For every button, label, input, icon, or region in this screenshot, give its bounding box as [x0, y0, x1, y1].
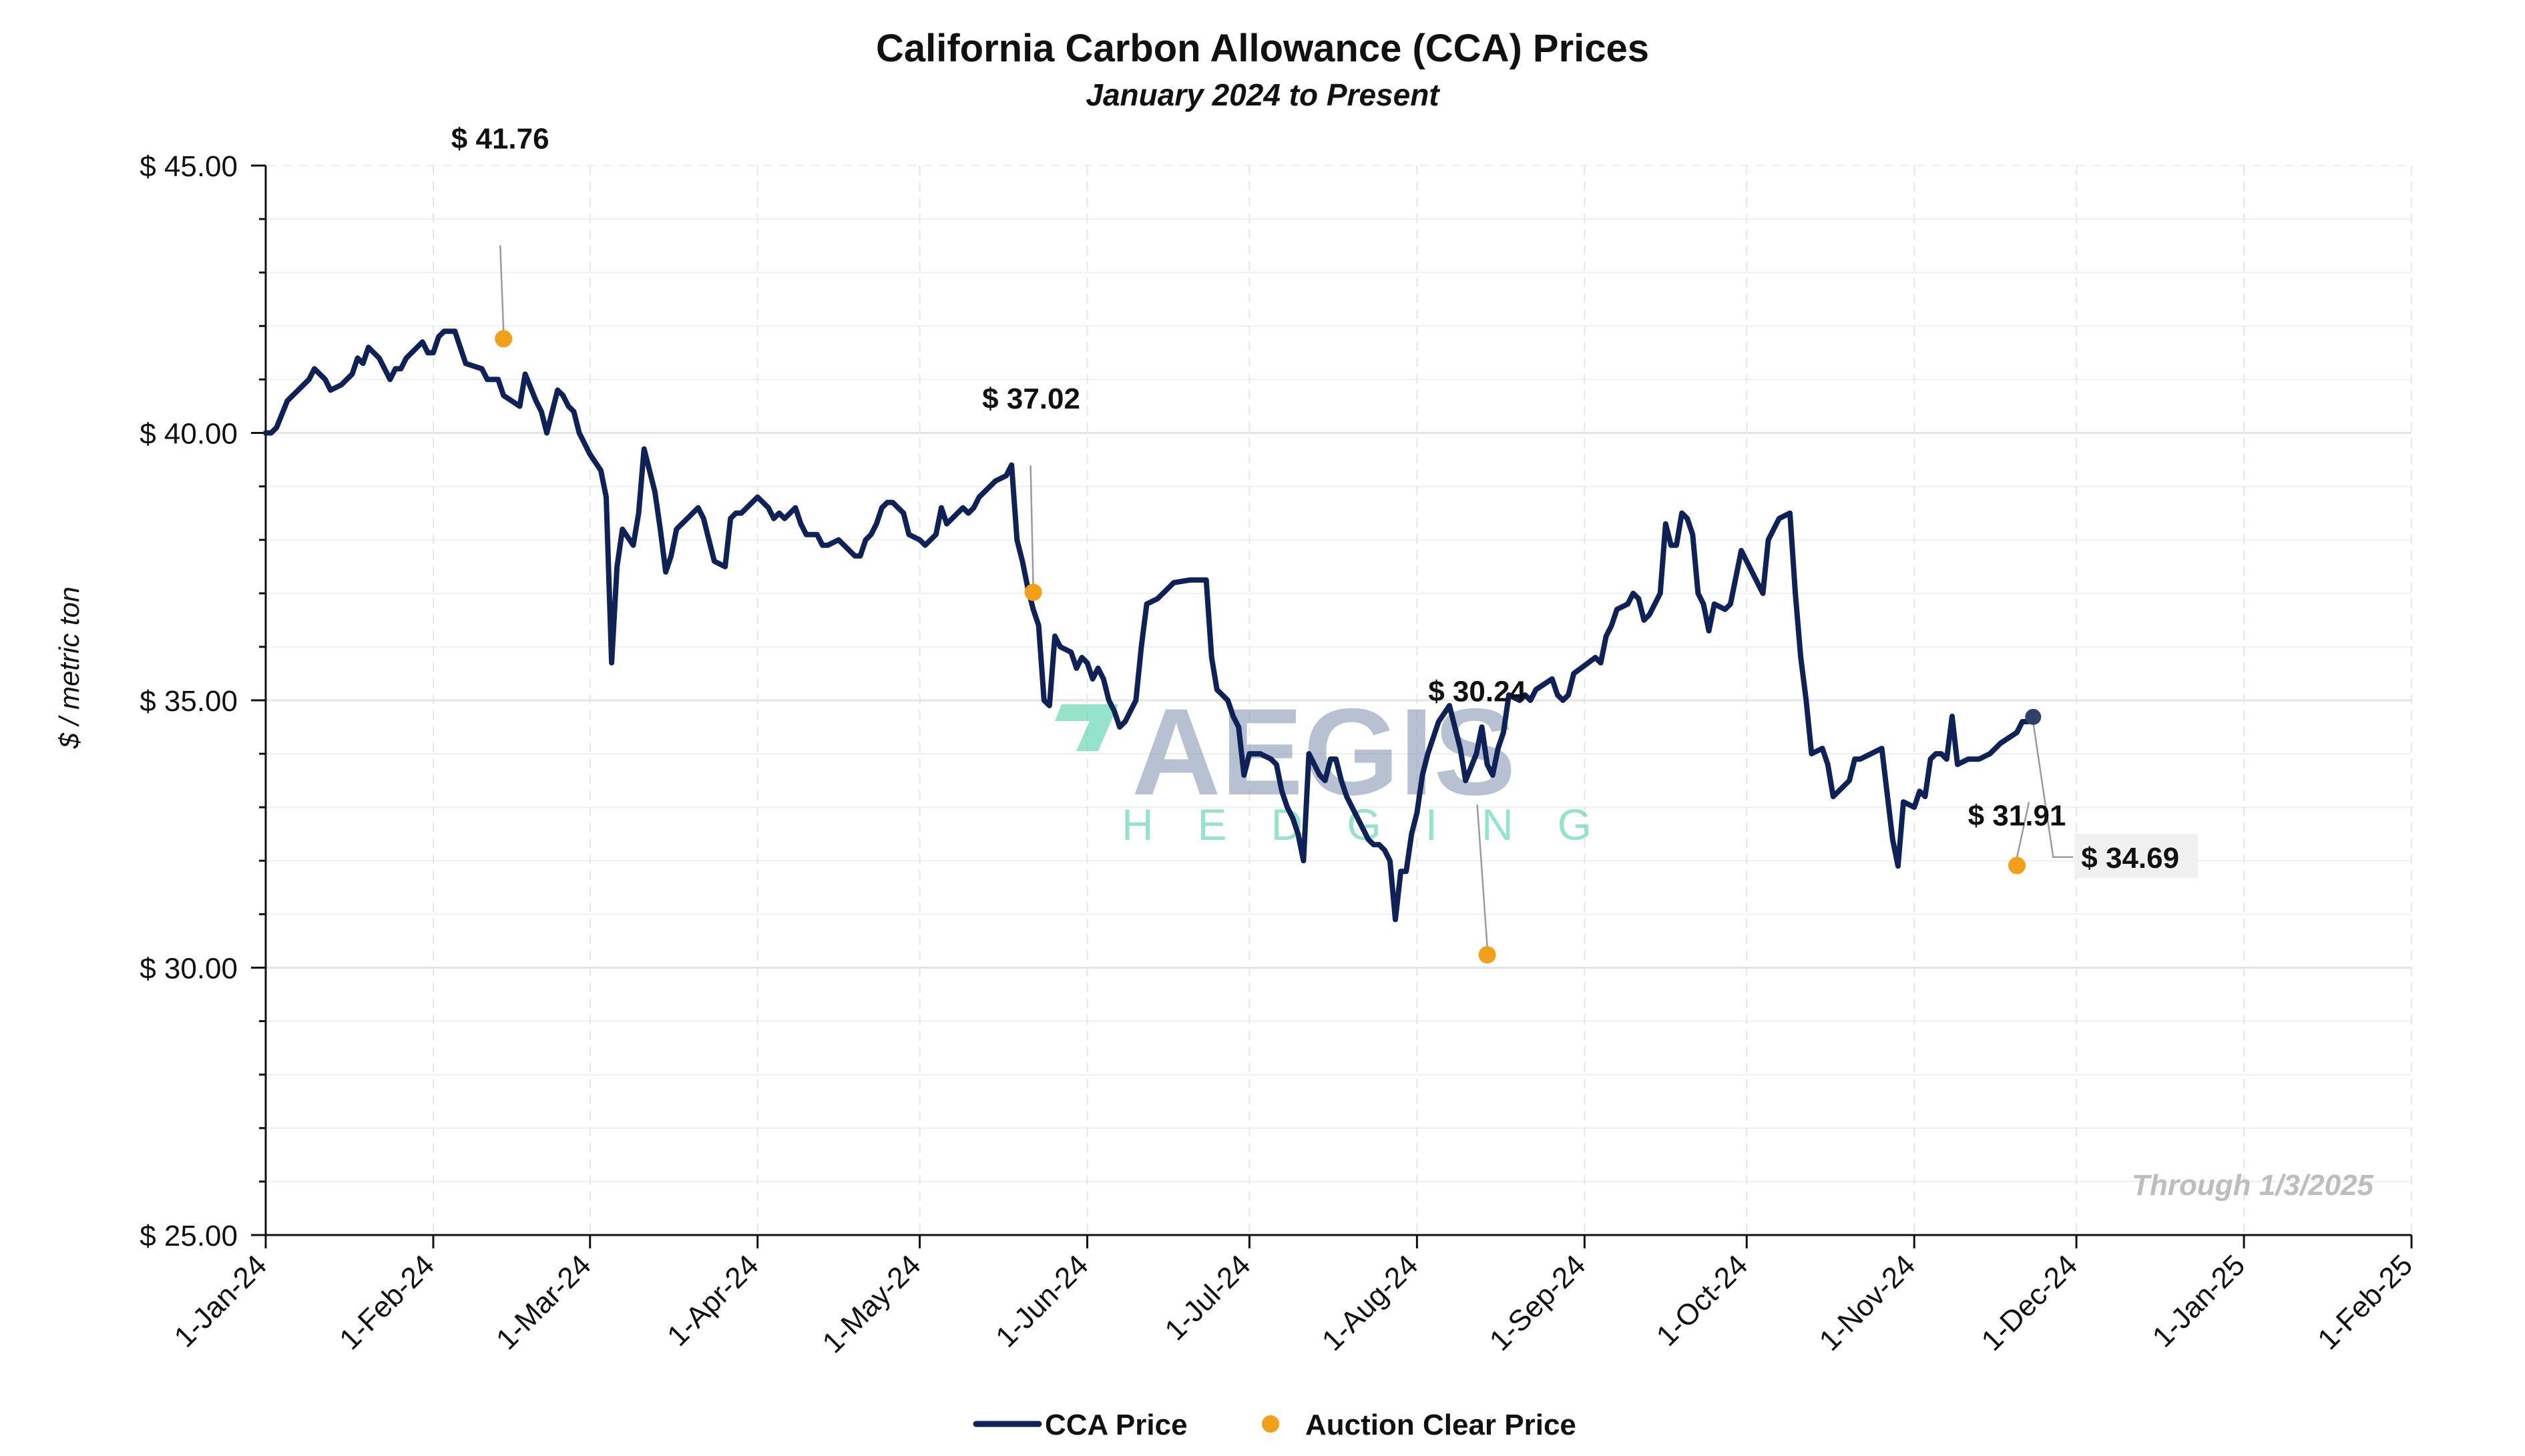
- y-tick-label: $ 45.00: [140, 150, 238, 183]
- chart-title: California Carbon Allowance (CCA) Prices: [876, 27, 1649, 70]
- watermark: AEGIS HEDGING: [1055, 684, 1636, 849]
- legend-label-cca-price: CCA Price: [1045, 1409, 1188, 1441]
- last-price-marker: [2025, 708, 2042, 725]
- y-tick-label: $ 40.00: [140, 418, 238, 451]
- y-tick-label: $ 30.00: [140, 953, 238, 985]
- last-price-label: $ 34.69: [2081, 842, 2179, 875]
- y-tick-label: $ 25.00: [140, 1220, 238, 1252]
- auction-price-label: $ 41.76: [451, 123, 549, 156]
- x-tick-label: 1-Feb-25: [2311, 1248, 2419, 1356]
- x-tick-label: 1-Aug-24: [1316, 1248, 1425, 1357]
- annotation-leaders: [499, 245, 2074, 947]
- x-tick-label: 1-Oct-24: [1650, 1248, 1755, 1353]
- x-tick-label: 1-Jul-24: [1158, 1248, 1256, 1347]
- watermark-logo-mark: [1055, 704, 1118, 751]
- last-price-leader: [2032, 722, 2074, 859]
- grid: [265, 165, 2412, 1235]
- x-tick-label: 1-Sep-24: [1483, 1248, 1592, 1357]
- watermark-sub: HEDGING: [1122, 800, 1636, 849]
- x-tick-label: 1-Apr-24: [661, 1248, 765, 1353]
- y-ticks: $ 45.00 $ 40.00 $ 35.00 $ 30.00 $ 25.00: [140, 150, 266, 1252]
- legend-label-auction-clear-price: Auction Clear Price: [1305, 1409, 1576, 1441]
- auction-clear-price-dot: [2008, 857, 2026, 875]
- y-axis-label: $ / metric ton: [53, 587, 85, 750]
- data-labels: $ 34.69 $ 41.76 $ 37.02 $ 30.24 $ 31.91: [451, 123, 2199, 878]
- last-price-label-box: [2074, 833, 2199, 878]
- chart-subtitle: January 2024 to Present: [1086, 77, 1440, 112]
- x-ticks: 1-Jan-24 1-Feb-24 1-Mar-24 1-Apr-24 1-May-24…: [168, 1235, 2419, 1359]
- legend: CCA Price Auction Clear Price: [973, 1409, 1576, 1441]
- auction-price-label: $ 37.02: [982, 383, 1080, 415]
- x-tick-label: 1-May-24: [817, 1248, 927, 1359]
- auction-price-label: $ 30.24: [1428, 675, 1526, 708]
- through-date-note: Through 1/3/2025: [2132, 1169, 2373, 1202]
- x-tick-label: 1-Nov-24: [1813, 1248, 1922, 1357]
- auction-clear-price-dot: [1478, 946, 1496, 964]
- auction-label-leader: [1029, 465, 1034, 585]
- x-tick-label: 1-Jan-25: [2146, 1248, 2251, 1353]
- x-tick-label: 1-Dec-24: [1976, 1248, 2084, 1357]
- x-tick-label: 1-Jun-24: [989, 1248, 1094, 1353]
- x-tick-label: 1-Mar-24: [490, 1248, 598, 1356]
- x-tick-label: 1-Jan-24: [168, 1248, 273, 1353]
- series-auction-clear-price: [495, 330, 2026, 964]
- auction-label-leader: [2016, 802, 2030, 858]
- auction-clear-price-dot: [495, 330, 513, 348]
- auction-label-leader: [1476, 804, 1488, 947]
- legend-dot-swatch: [1262, 1415, 1279, 1433]
- auction-label-leader: [499, 245, 505, 331]
- auction-clear-price-dot: [1024, 583, 1042, 601]
- y-tick-label: $ 35.00: [140, 685, 238, 718]
- x-tick-label: 1-Feb-24: [333, 1248, 441, 1356]
- auction-price-label: $ 31.91: [1968, 800, 2066, 832]
- series-cca-price-line: [263, 328, 2036, 923]
